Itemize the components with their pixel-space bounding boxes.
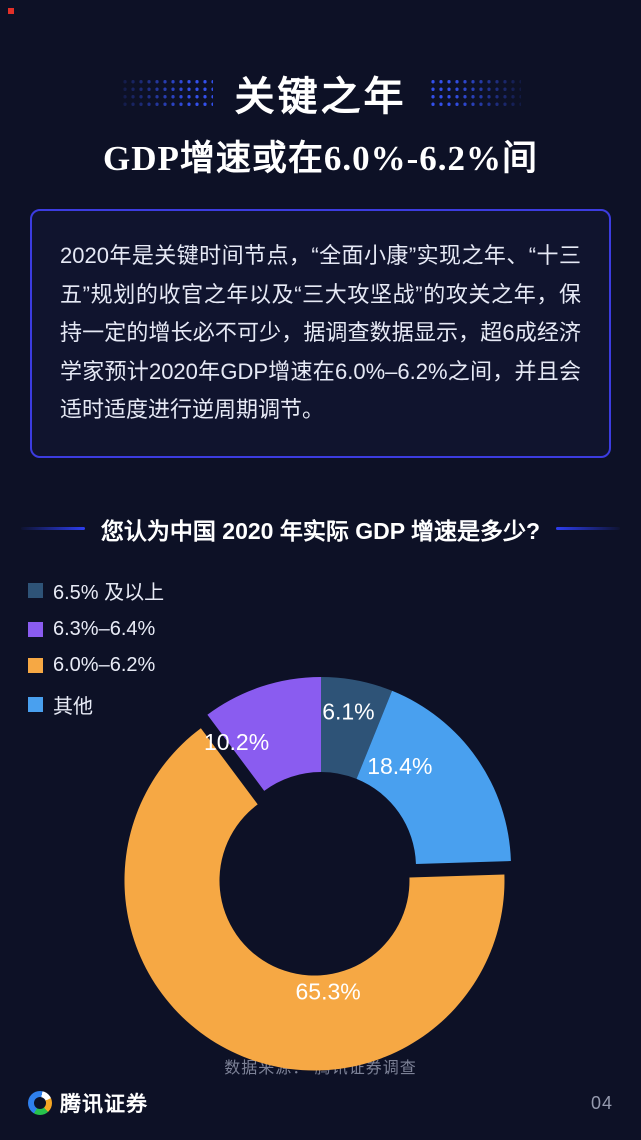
legend-label: 其他 [53,695,93,718]
donut-chart: 6.1% 18.4% 65.3% 10.2% [123,676,511,1071]
legend-label: 6.5% 及以上 [53,581,165,604]
slice-label-3: 10.2% [203,728,268,754]
title-row: 关键之年 [0,0,641,122]
legend-item-1: 6.3%–6.4% [28,618,164,641]
donut-slice-2 [123,727,504,1071]
legend-swatch-icon [28,657,43,673]
page-number: 04 [590,1092,613,1113]
page-title: 关键之年 [234,74,407,119]
donut-slice-1 [356,690,511,864]
chart-question-title: 您认为中国 2020 年实际 GDP 增速是多少? [100,517,541,544]
slice-label-1: 18.4% [367,753,432,779]
donut-slice-0 [320,676,392,779]
page-subtitle: GDP增速或在6.0%-6.2%间 [102,139,539,178]
brand-name: 腾讯证券 [60,1093,148,1116]
dots-decoration-right-icon [428,78,521,108]
footer-bar: 腾讯证券 04 [28,1088,613,1118]
legend-item-0: 6.5% 及以上 [28,576,164,605]
legend-label: 6.3%–6.4% [53,617,156,640]
legend-item-2: 6.0%–6.2% [28,654,164,677]
legend-label: 6.0%–6.2% [53,653,156,676]
legend-swatch-icon [28,582,43,598]
slice-label-0: 6.1% [322,698,374,724]
intro-box: 2020年是关键时间节点，“全面小康”实现之年、“十三五”规划的收官之年以及“三… [30,209,611,458]
brand: 腾讯证券 [28,1088,148,1118]
corner-red-dot [8,8,14,14]
donut-slice-3 [206,676,321,791]
brand-logo-icon [28,1091,52,1115]
legend-swatch-icon [28,621,43,637]
dots-decoration-left-icon [120,78,213,108]
intro-text: 2020年是关键时间节点，“全面小康”实现之年、“十三五”规划的收官之年以及“三… [60,243,581,422]
divider-line-right [556,527,621,530]
chart-legend: 6.5% 及以上 6.3%–6.4% 6.0%–6.2% 其他 [28,576,164,719]
section-header: 您认为中国 2020 年实际 GDP 增速是多少? [0,512,641,546]
slice-label-2: 65.3% [295,978,360,1004]
legend-item-3: 其他 [28,690,164,719]
divider-line-left [20,527,85,530]
legend-swatch-icon [28,696,43,712]
chart-area: 6.5% 及以上 6.3%–6.4% 6.0%–6.2% 其他 6.1% 18.4% 65… [0,576,641,1106]
